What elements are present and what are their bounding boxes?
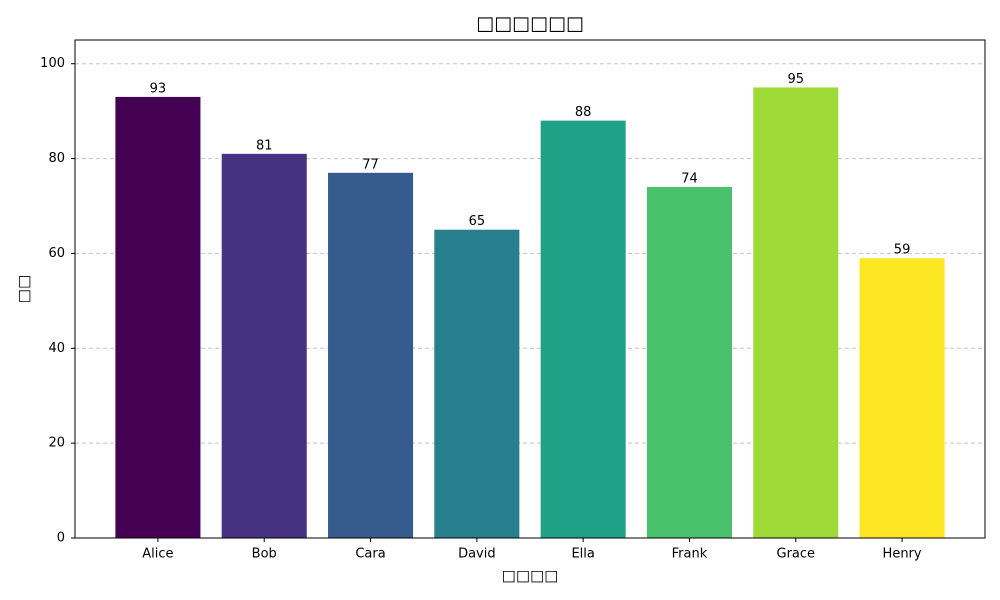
x-tick-label: Henry	[883, 547, 922, 562]
y-tick-label: 20	[48, 436, 65, 451]
y-tick-label: 100	[40, 56, 65, 71]
value-label: 77	[362, 157, 379, 172]
bar	[540, 120, 626, 538]
bar	[434, 229, 520, 538]
bar	[646, 187, 732, 538]
bar	[753, 87, 839, 538]
y-axis-label: □□	[15, 275, 33, 303]
chart-title: □□□□□□	[476, 13, 584, 35]
value-label: 59	[894, 243, 911, 258]
bar	[115, 96, 201, 539]
x-tick-label: Frank	[672, 547, 708, 562]
x-tick-label: Ella	[571, 547, 594, 562]
bar	[221, 153, 307, 539]
bar	[328, 172, 414, 539]
x-tick-label: Cara	[355, 547, 385, 562]
x-tick-label: Grace	[777, 547, 816, 562]
y-tick-label: 80	[48, 151, 65, 166]
value-label: 65	[469, 214, 486, 229]
value-label: 93	[150, 81, 167, 96]
value-label: 95	[787, 72, 804, 87]
value-label: 81	[256, 138, 273, 153]
y-tick-label: 0	[57, 531, 65, 546]
x-axis-label: □□□□	[502, 567, 559, 585]
value-label: 88	[575, 105, 592, 120]
x-tick-label: David	[458, 547, 496, 562]
y-tick-label: 40	[48, 341, 65, 356]
y-tick-label: 60	[48, 246, 65, 261]
x-tick-label: Alice	[142, 547, 173, 562]
x-tick-label: Bob	[252, 547, 277, 562]
bar	[859, 258, 945, 538]
value-label: 74	[681, 172, 698, 187]
plot-frame	[74, 39, 986, 539]
